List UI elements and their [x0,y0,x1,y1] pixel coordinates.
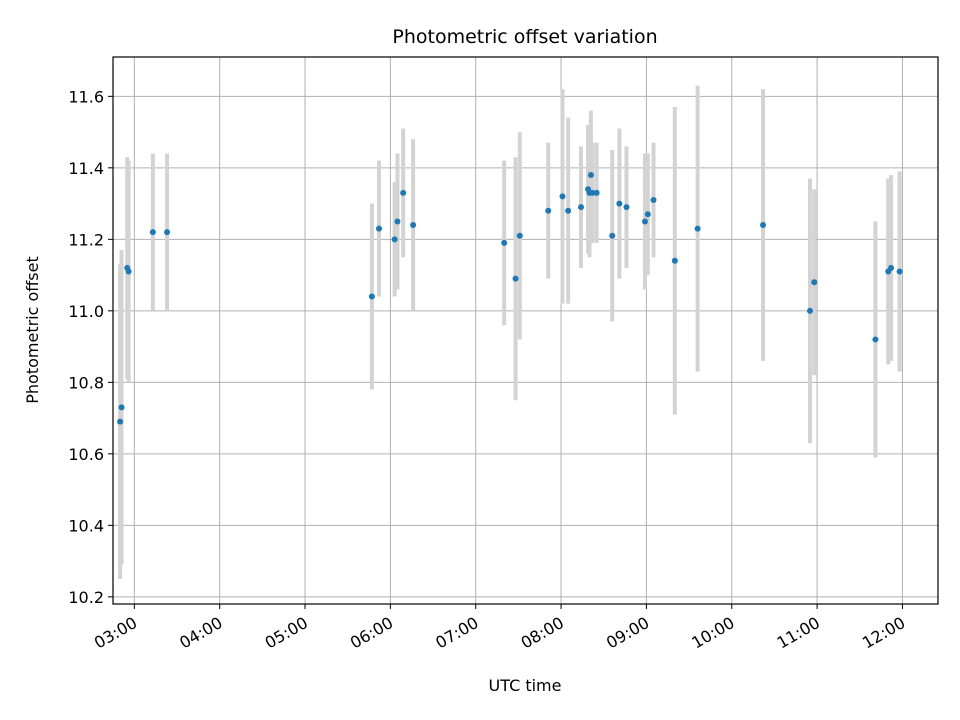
plot-frame [112,56,939,605]
data-point [593,189,600,196]
x-axis-label: UTC time [489,676,562,695]
y-tick-label: 10.4 [68,516,104,535]
data-point [516,232,523,239]
data-point [149,229,156,236]
y-tick-label: 10.2 [68,588,104,607]
data-point [118,404,125,411]
data-point [125,268,132,275]
data-point [512,275,519,282]
y-tick-label: 11.2 [68,230,104,249]
y-axis-ticks: 10.2 10.4 10.6 10.8 11.0 11.2 11.4 11.6 [68,87,113,607]
data-point [872,336,879,343]
data-point [391,236,398,243]
data-point [806,307,813,314]
data-point [623,204,630,211]
data-point [375,225,382,232]
y-axis-label: Photometric offset [23,256,42,404]
y-tick-label: 11.0 [68,302,104,321]
data-point [888,264,895,271]
data-point [650,197,657,204]
data-point [644,211,651,218]
data-point [577,204,584,211]
data-point [400,189,407,196]
data-point [559,193,566,200]
grid-layer [113,57,938,604]
data-point [587,171,594,178]
y-tick-label: 10.8 [68,373,104,392]
data-point [589,189,596,196]
chart-title: Photometric offset variation [392,26,657,48]
data-point [760,222,767,229]
data-point [811,279,818,286]
data-point [545,207,552,214]
data-point [565,207,572,214]
data-point [368,293,375,300]
data-point [694,225,701,232]
data-point [671,257,678,264]
point-layer [117,171,903,425]
y-tick-label: 11.4 [68,159,104,178]
data-point [501,239,508,246]
data-point [609,232,616,239]
data-point [164,229,171,236]
data-point [641,218,648,225]
y-tick-label: 10.6 [68,445,104,464]
data-point [410,222,417,229]
data-point [117,418,124,425]
data-point [896,268,903,275]
data-point [616,200,623,207]
y-tick-label: 11.6 [68,87,104,106]
data-point [394,218,401,225]
